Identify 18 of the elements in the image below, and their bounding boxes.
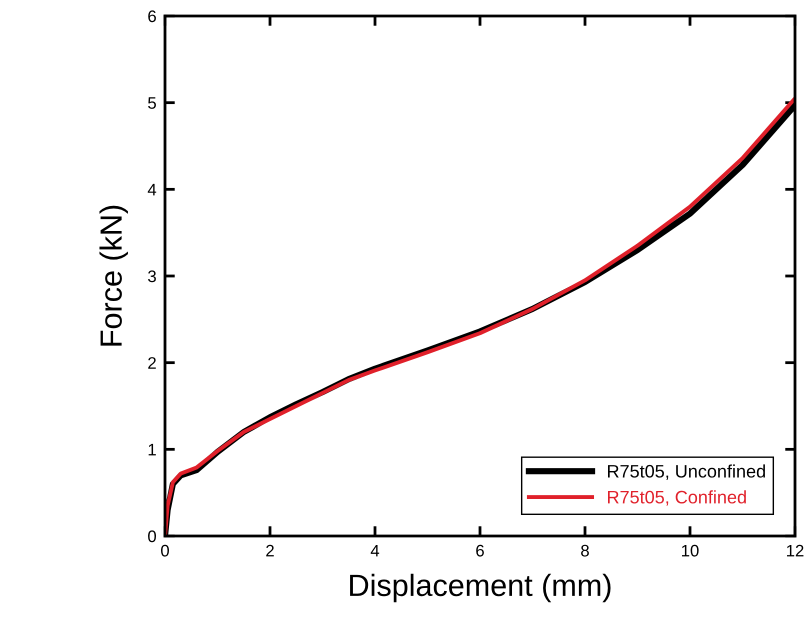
y-tick-label: 4 bbox=[148, 184, 156, 196]
y-tick-label: 1 bbox=[148, 444, 156, 456]
x-tick-label: 4 bbox=[370, 544, 380, 556]
y-tick-label: 5 bbox=[148, 97, 156, 109]
y-tick-label: 3 bbox=[148, 270, 156, 282]
x-tick-label: 6 bbox=[476, 544, 484, 557]
legend-label: R75t05, Unconfined bbox=[608, 464, 765, 480]
legend-label: R75t05, Confined bbox=[608, 490, 746, 506]
x-tick-label: 8 bbox=[581, 544, 589, 557]
y-tick-label: 6 bbox=[148, 10, 156, 22]
x-tick-label: 0 bbox=[161, 544, 169, 557]
y-tick-label: 2 bbox=[148, 357, 156, 369]
x-tick-label: 10 bbox=[682, 544, 699, 557]
x-tick-label: 2 bbox=[266, 544, 274, 556]
x-axis-title: Displacement (mm) bbox=[350, 574, 611, 602]
y-axis-title: Force (kN) bbox=[99, 206, 128, 346]
y-tick-label: 0 bbox=[148, 530, 156, 542]
x-tick-label: 12 bbox=[787, 544, 804, 556]
